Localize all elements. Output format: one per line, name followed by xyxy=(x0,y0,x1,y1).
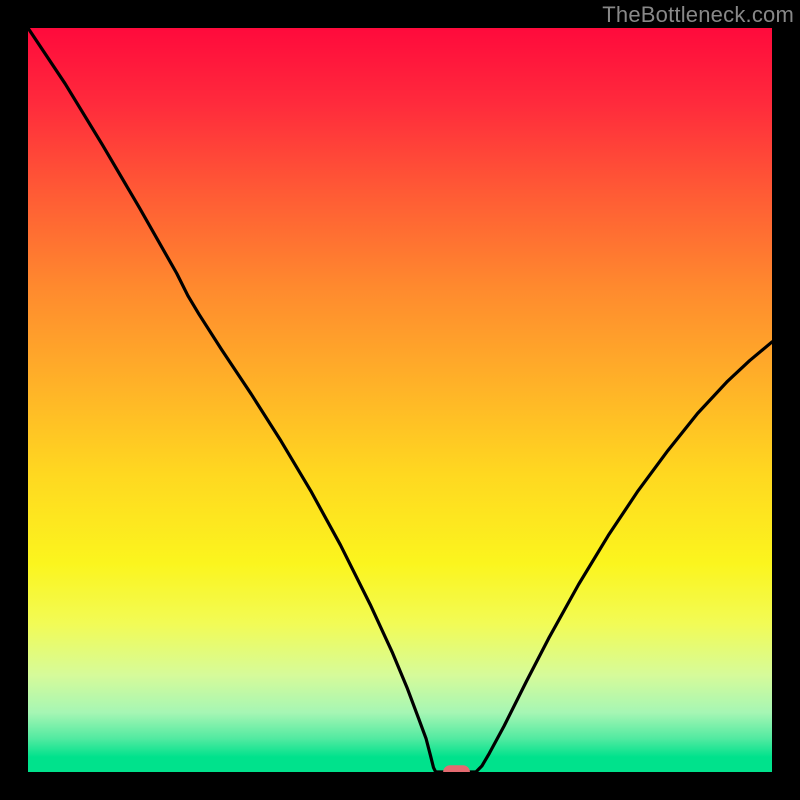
optimal-marker xyxy=(443,765,470,772)
attribution-text: TheBottleneck.com xyxy=(602,2,794,28)
chart-container: TheBottleneck.com xyxy=(0,0,800,800)
bottleneck-curve-plot xyxy=(28,28,772,772)
gradient-background xyxy=(28,28,772,772)
